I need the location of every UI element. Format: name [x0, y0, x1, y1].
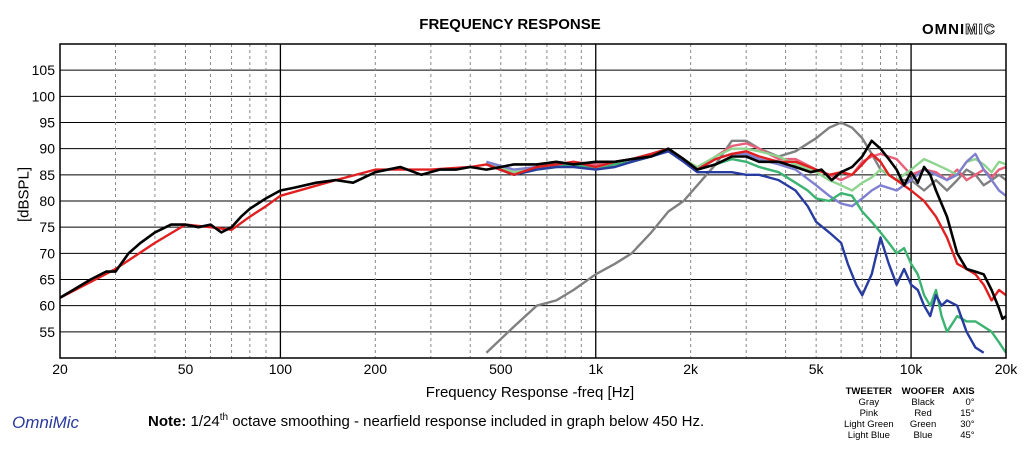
x-tick-label: 10k: [900, 361, 924, 377]
x-tick-label: 2k: [683, 361, 699, 377]
legend-row: Pink Red 15°: [840, 408, 979, 419]
legend-tweeter: Light Blue: [847, 430, 890, 441]
y-tick-label: 100: [32, 88, 56, 104]
series-line-black: [59, 139, 1007, 321]
y-tick-label: 80: [39, 193, 55, 209]
omnimic-logo-text: OmniMic: [12, 413, 80, 432]
y-tick-label: 70: [39, 245, 55, 261]
legend-header-woofer: WOOFER: [901, 386, 945, 397]
note-label: Note:: [148, 413, 187, 430]
legend-row: Light Green Green 30°: [840, 419, 979, 430]
chart-axes: 55 60 65 70 75 80 85 90 95 100 105 20 50 100 200 500 1k 2…: [32, 43, 1019, 377]
y-tick-label: 105: [32, 62, 56, 78]
smoothing-note: Note: 1/24th octave smoothing - nearfiel…: [148, 412, 704, 430]
legend-woofer: Red: [914, 408, 932, 419]
plot-border: [59, 43, 1007, 359]
legend-table: TWEETER WOOFER AXIS Gray Black 0° Pink R…: [840, 386, 979, 441]
x-tick-label: 50: [178, 361, 194, 377]
x-tick-label: 1k: [588, 361, 604, 377]
legend-header-tweeter: TWEETER: [845, 386, 893, 397]
y-tick-label: 95: [39, 115, 55, 131]
legend-axis: 30°: [960, 419, 975, 430]
legend-tweeter: Gray: [858, 397, 880, 408]
y-tick-label: 60: [39, 298, 55, 314]
y-axis-label: [dBSPL]: [15, 166, 33, 223]
note-prefix: 1/24: [190, 413, 220, 430]
series-line-gray: [485, 121, 1007, 354]
legend-axis: 45°: [960, 430, 975, 441]
x-tick-label: 20: [52, 361, 68, 377]
legend-axis: 0°: [965, 397, 975, 408]
y-tick-label: 55: [39, 324, 55, 340]
legend-axis: 15°: [960, 408, 975, 419]
y-tick-label: 85: [39, 167, 55, 183]
series-line-blue: [485, 150, 985, 354]
legend-tweeter: Pink: [859, 408, 879, 419]
x-tick-label: 5k: [809, 361, 825, 377]
legend-header-axis: AXIS: [952, 386, 975, 397]
chart-title: FREQUENCY RESPONSE: [419, 16, 601, 33]
note-text: octave smoothing - nearfield response in…: [232, 413, 705, 430]
legend-woofer: Black: [911, 397, 935, 408]
chart-series: [59, 121, 1007, 354]
y-tick-label: 65: [39, 272, 55, 288]
legend-woofer: Green: [909, 419, 937, 430]
x-tick-label: 200: [364, 361, 388, 377]
y-tick-label: 90: [39, 141, 55, 157]
note-superscript: th: [219, 412, 229, 423]
chart-grid: [60, 44, 1006, 358]
y-tick-label: 75: [39, 219, 55, 235]
legend-row: Gray Black 0°: [840, 397, 979, 408]
x-axis-label: Frequency Response -freq [Hz]: [425, 384, 635, 401]
x-tick-label: 20k: [995, 361, 1019, 377]
legend-tweeter: Light Green: [844, 419, 894, 430]
x-tick-label: 100: [269, 361, 293, 377]
legend-woofer: Blue: [913, 430, 933, 441]
legend-row: Light Blue Blue 45°: [840, 430, 979, 441]
brand-logo: OMNIMIC: [922, 21, 996, 39]
series-line-red: [59, 147, 1007, 302]
brand-prefix: OMNI: [922, 21, 966, 38]
brand-suffix: MIC: [965, 21, 996, 39]
x-tick-label: 500: [489, 361, 513, 377]
